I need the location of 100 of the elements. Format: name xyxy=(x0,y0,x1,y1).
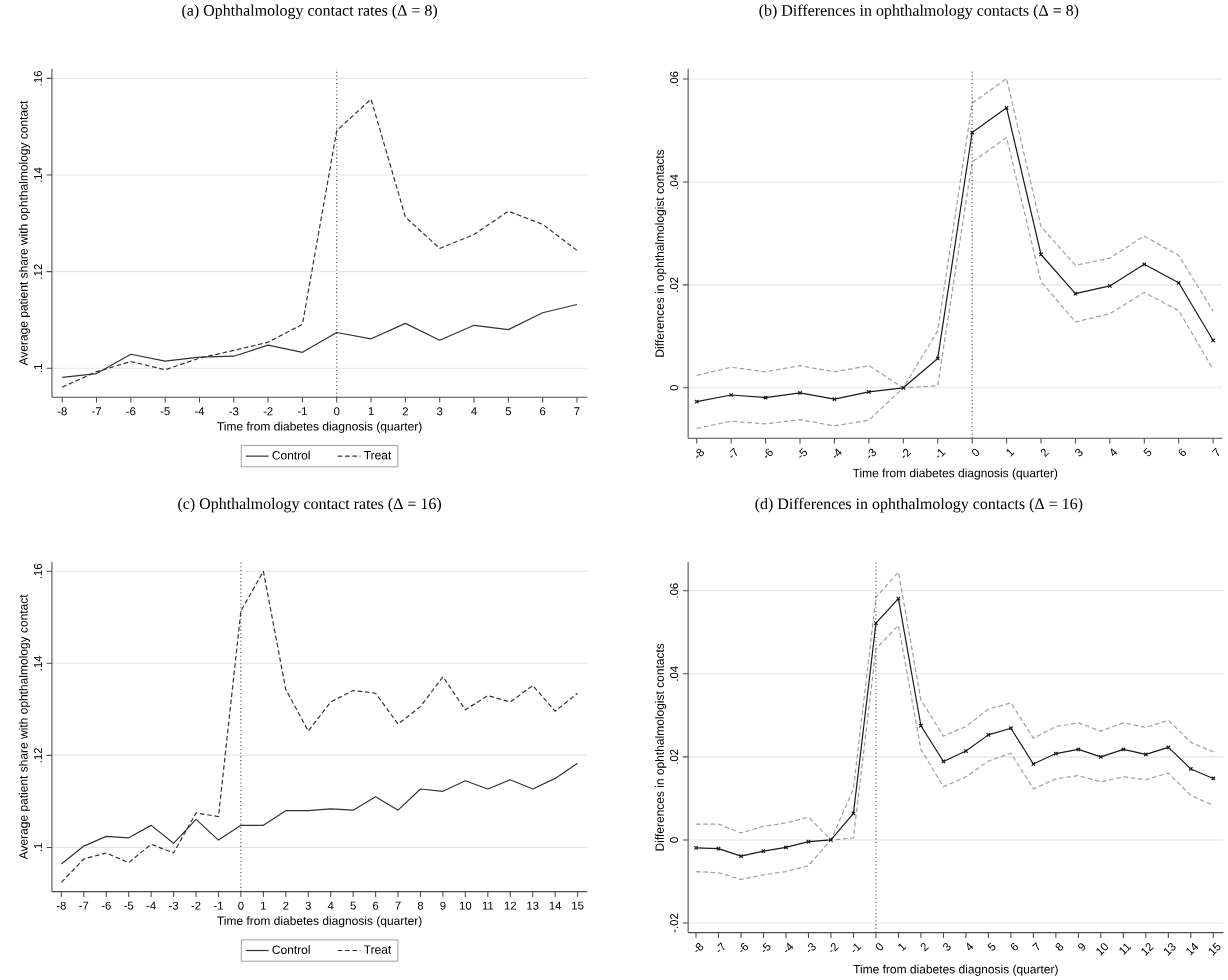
x-tick-label: 1 xyxy=(898,943,907,951)
x-tick-label: 11 xyxy=(1119,943,1132,955)
x-tick-label: 15 xyxy=(1208,942,1221,956)
x-tick-label: 1 xyxy=(261,901,266,910)
chart-title: (d) Differences in ophthalmology contacts (Δ = 16) xyxy=(755,497,1083,513)
x-tick-label: -7 xyxy=(729,447,738,458)
x-tick-label: 5 xyxy=(505,407,512,416)
y-tick-label: .06 xyxy=(670,71,679,86)
x-tick-label: -3 xyxy=(229,407,239,416)
line-series xyxy=(695,571,1214,841)
legend-label: Treat xyxy=(364,450,392,460)
y-tick-label: .14 xyxy=(34,655,42,671)
x-tick-label: 13 xyxy=(527,901,539,910)
x-tick-label: -5 xyxy=(799,447,808,458)
x-tick-label: 7 xyxy=(574,407,580,415)
y-tick-label: .14 xyxy=(34,167,42,182)
x-tick-label: -6 xyxy=(126,407,136,416)
x-tick-label: 0 xyxy=(238,901,244,910)
point xyxy=(969,130,975,135)
y-axis-title: Average patient share with ophthalmology contact xyxy=(18,594,31,860)
x-tick-label: -4 xyxy=(194,407,205,415)
y-tick-label: -.02 xyxy=(670,913,679,933)
x-tick-label: -5 xyxy=(762,942,771,953)
x-tick-label: 0 xyxy=(334,407,340,416)
point xyxy=(1188,766,1194,772)
x-tick-label: 7 xyxy=(1211,447,1220,456)
x-tick-label: -7 xyxy=(92,407,102,415)
y-tick-label: .04 xyxy=(670,666,679,681)
point xyxy=(986,732,991,738)
x-tick-label: -1 xyxy=(852,943,862,953)
x-tick-label: -6 xyxy=(740,942,749,953)
x-tick-label: -3 xyxy=(807,942,816,953)
y-tick-label: 0 xyxy=(670,384,679,391)
x-tick-label: 8 xyxy=(417,901,424,910)
point xyxy=(963,748,969,754)
x-tick-label: 4 xyxy=(327,901,334,910)
x-tick-label: 4 xyxy=(1110,448,1118,456)
x-tick-label: -5 xyxy=(124,901,134,910)
x-axis-title: Time from diabetes diagnosis (quarter) xyxy=(853,964,1058,976)
y-tick-label: 0 xyxy=(670,837,679,843)
x-tick-label: 6 xyxy=(1010,942,1019,951)
y-tick-label: .04 xyxy=(670,174,679,189)
x-tick-label: 7 xyxy=(395,901,401,910)
x-tick-label: 5 xyxy=(1143,447,1152,457)
x-tick-label: -6 xyxy=(101,901,111,910)
x-tick-label: 10 xyxy=(459,901,472,910)
x-tick-label: 6 xyxy=(540,407,546,416)
x-tick-label: -4 xyxy=(833,448,842,458)
chart-title: (c) Ophthalmology contact rates (Δ = 16) xyxy=(178,497,441,513)
point xyxy=(901,385,906,390)
x-tick-label: 1 xyxy=(368,407,374,415)
x-tick-label: 12 xyxy=(1141,942,1154,956)
x-tick-label: -2 xyxy=(263,407,273,416)
x-tick-label: 2 xyxy=(402,407,408,416)
point xyxy=(738,853,744,859)
x-tick-label: -7 xyxy=(79,901,89,910)
line-series xyxy=(695,624,1214,880)
point xyxy=(1053,751,1059,756)
x-tick-label: 6 xyxy=(1178,448,1186,456)
y-axis-title: Average patient share with ophthalmology contact xyxy=(18,100,31,366)
x-axis-title: Time from diabetes diagnosis (quarter) xyxy=(217,916,422,928)
y-tick-label: .06 xyxy=(670,583,679,598)
x-tick-label: -8 xyxy=(56,901,66,910)
legend-label: Control xyxy=(272,945,310,954)
point xyxy=(728,392,734,398)
x-tick-label: -2 xyxy=(830,942,839,953)
point xyxy=(873,620,879,626)
x-tick-label: 4 xyxy=(966,942,974,951)
line-series xyxy=(696,136,1214,429)
x-tick-label: 14 xyxy=(1186,942,1199,956)
y-tick-label: .16 xyxy=(33,70,42,86)
x-tick-label: -8 xyxy=(695,942,704,953)
y-tick-label: .12 xyxy=(34,264,42,279)
x-tick-label: -1 xyxy=(936,448,946,458)
x-tick-label: 3 xyxy=(943,942,951,951)
x-tick-label: 12 xyxy=(504,901,516,910)
point xyxy=(935,356,941,361)
point xyxy=(1008,725,1014,731)
x-tick-label: 15 xyxy=(572,901,584,910)
x-tick-label: -7 xyxy=(717,942,725,953)
x-tick-label: 0 xyxy=(971,448,980,456)
point xyxy=(1031,761,1036,767)
x-tick-label: 9 xyxy=(440,901,446,910)
point xyxy=(1038,252,1044,257)
x-tick-label: -1 xyxy=(213,901,223,910)
x-tick-label: -2 xyxy=(191,901,201,910)
point xyxy=(783,845,789,850)
x-tick-label: -5 xyxy=(160,407,170,416)
x-tick-label: 11 xyxy=(482,901,494,910)
y-tick-label: .12 xyxy=(34,747,42,763)
x-tick-label: -3 xyxy=(868,448,877,458)
x-tick-label: -3 xyxy=(169,901,179,910)
x-tick-label: -2 xyxy=(902,448,912,458)
x-axis-title: Time from diabetes diagnosis (quarter) xyxy=(217,421,422,433)
x-tick-label: -8 xyxy=(57,407,67,416)
point xyxy=(1143,751,1149,757)
x-tick-label: -6 xyxy=(764,448,773,458)
y-tick-label: .02 xyxy=(670,277,679,292)
x-tick-label: 7 xyxy=(1032,942,1040,951)
y-tick-label: .16 xyxy=(33,563,42,578)
